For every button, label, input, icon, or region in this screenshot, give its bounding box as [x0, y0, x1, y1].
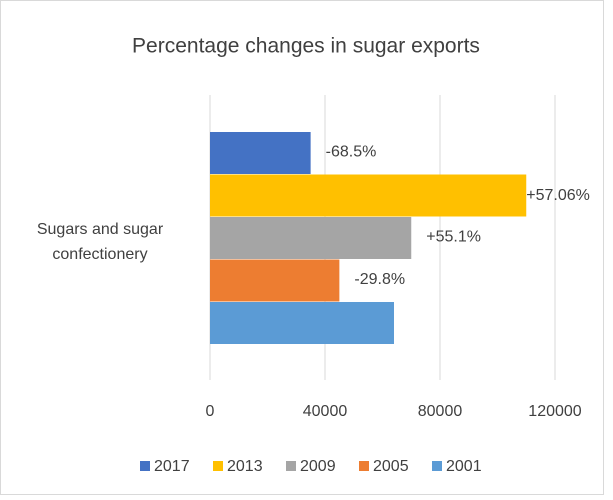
- bar: [210, 217, 412, 259]
- bar-annotation: -68.5%: [326, 143, 377, 160]
- bar: [210, 132, 311, 174]
- legend-swatch: [432, 461, 442, 471]
- legend-label: 2013: [227, 458, 263, 475]
- bar-annotation: +55.1%: [426, 228, 481, 245]
- bar-annotation: +57.06%: [526, 187, 590, 204]
- legend-swatch: [359, 461, 369, 471]
- chart-title: Percentage changes in sugar exports: [132, 35, 480, 58]
- y-tick-label: Sugars and sugar confectionery: [37, 221, 164, 263]
- legend-label: 2005: [373, 458, 409, 475]
- x-tick-label: 80000: [418, 403, 463, 420]
- x-tick-label: 0: [206, 403, 215, 420]
- x-tick-label: 40000: [303, 403, 348, 420]
- y-tick-label-line: confectionery: [52, 246, 147, 263]
- legend-label: 2009: [300, 458, 336, 475]
- legend-swatch: [213, 461, 223, 471]
- legend-swatch: [140, 461, 150, 471]
- bar: [210, 174, 527, 217]
- legend-swatch: [286, 461, 296, 471]
- y-tick-label-line: Sugars and sugar: [37, 221, 164, 238]
- legend-label: 2017: [154, 458, 190, 475]
- bar-annotation: -29.8%: [354, 271, 405, 288]
- legend-label: 2001: [446, 458, 482, 475]
- x-tick-label: 120000: [528, 403, 581, 420]
- bar: [210, 259, 340, 302]
- bar: [210, 302, 394, 344]
